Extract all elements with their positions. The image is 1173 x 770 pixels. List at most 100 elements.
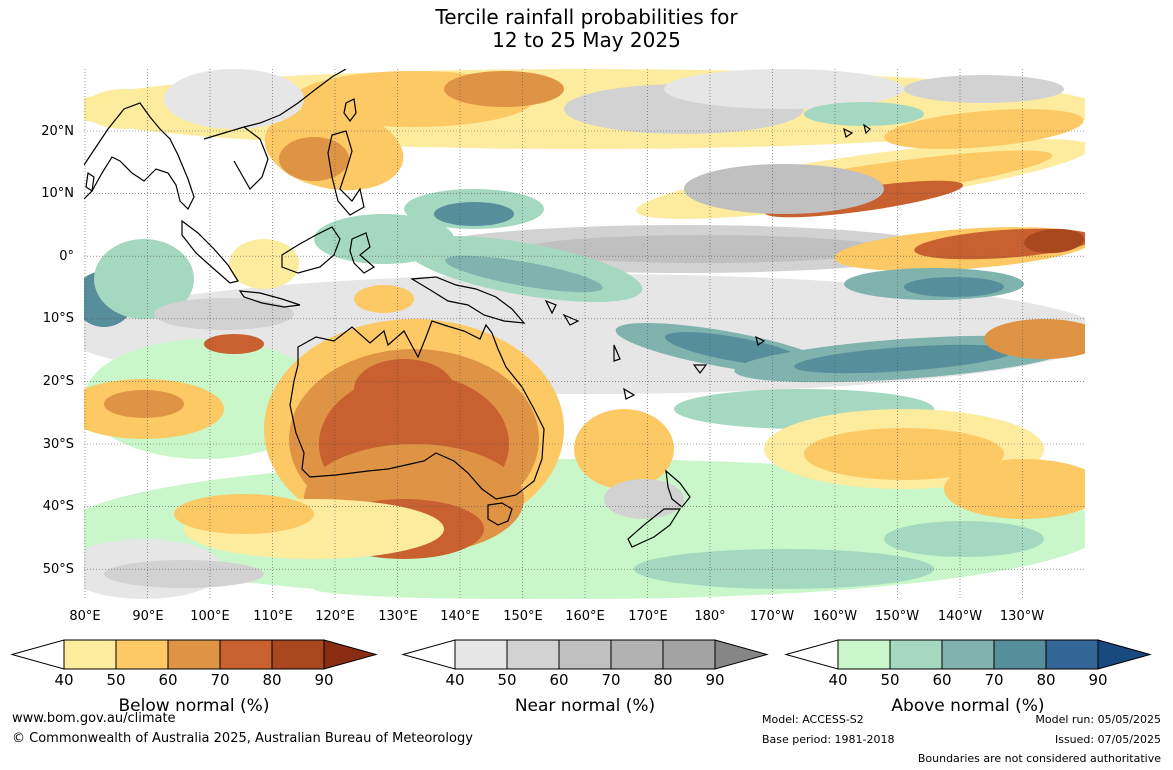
lon-label: 90°E xyxy=(132,609,164,624)
lat-label: 20°N xyxy=(41,124,74,139)
colorbar-low-triangle xyxy=(401,639,456,670)
near-normal-colorbar xyxy=(401,639,769,670)
colorbar-tick: 60 xyxy=(158,671,178,689)
colorbar-tick: 50 xyxy=(497,671,517,689)
colorbar-box xyxy=(837,639,891,670)
colorbar-tick: 80 xyxy=(653,671,673,689)
colorbar-low-triangle xyxy=(10,639,65,670)
colorbar-tick: 70 xyxy=(601,671,621,689)
lon-label: 170°E xyxy=(628,609,668,624)
colorbar-box xyxy=(167,639,221,670)
probability-contour xyxy=(314,214,454,264)
probability-contour xyxy=(164,69,304,129)
colorbar-low-triangle xyxy=(784,639,839,670)
website-link[interactable]: www.bom.gov.au/climate xyxy=(12,711,176,726)
lat-label: 30°S xyxy=(42,437,74,452)
colorbar-tick: 80 xyxy=(262,671,282,689)
probability-contour xyxy=(664,69,904,109)
base-period: Base period: 1981-2018 xyxy=(762,733,895,746)
colorbar-tick: 90 xyxy=(314,671,334,689)
colorbar-tick: 80 xyxy=(1036,671,1056,689)
colorbar-tick: 40 xyxy=(828,671,848,689)
lon-label: 130°W xyxy=(999,609,1045,624)
probability-contour xyxy=(904,277,1004,297)
probability-contour xyxy=(434,202,514,226)
lat-label: 20°S xyxy=(42,374,74,389)
below-normal-colorbar xyxy=(10,639,378,670)
probability-contour xyxy=(104,390,184,418)
colorbar-tick: 50 xyxy=(880,671,900,689)
lon-label: 110°E xyxy=(253,609,293,624)
probability-contour xyxy=(804,102,924,126)
colorbar-tick: 60 xyxy=(932,671,952,689)
issued-date: Issued: 07/05/2025 xyxy=(1054,733,1161,746)
boundaries-disclaimer: Boundaries are not considered authoritat… xyxy=(917,752,1161,765)
colorbar-tick: 90 xyxy=(1088,671,1108,689)
lon-label: 150°E xyxy=(503,609,543,624)
near-normal-label: Near normal (%) xyxy=(514,696,656,716)
lon-label: 120°E xyxy=(315,609,355,624)
colorbar-tick: 70 xyxy=(984,671,1004,689)
lat-label: 10°S xyxy=(42,311,74,326)
lon-label: 130°E xyxy=(378,609,418,624)
probability-contour xyxy=(354,359,454,419)
lat-label: 50°S xyxy=(42,562,74,577)
probability-contour xyxy=(154,298,294,330)
colorbar-box xyxy=(506,639,560,670)
lat-label: 40°S xyxy=(42,499,74,514)
probability-contour xyxy=(574,409,674,489)
colorbar-box xyxy=(889,639,943,670)
below-normal-label: Below normal (%) xyxy=(118,696,270,716)
colorbar-box xyxy=(115,639,169,670)
probability-contour xyxy=(314,579,714,599)
probability-contour xyxy=(229,239,299,289)
colorbar-high-triangle xyxy=(323,639,378,670)
probability-contour xyxy=(904,75,1064,103)
chart-title-line-1: Tercile rainfall probabilities for xyxy=(435,5,738,29)
colorbar-tick: 90 xyxy=(705,671,725,689)
chart-title-line-2: 12 to 25 May 2025 xyxy=(492,28,681,52)
lon-label: 140°W xyxy=(937,609,983,624)
colorbar-box xyxy=(271,639,325,670)
probability-contour xyxy=(1024,228,1084,254)
probability-contour xyxy=(445,255,603,293)
above-normal-label: Above normal (%) xyxy=(891,696,1045,716)
copyright-notice: © Commonwealth of Australia 2025, Austra… xyxy=(12,731,473,746)
probability-contour xyxy=(279,137,349,181)
colorbar-high-triangle xyxy=(714,639,769,670)
colorbar-tick: 40 xyxy=(445,671,465,689)
probability-contour xyxy=(684,164,884,214)
probability-contour xyxy=(94,239,194,319)
lon-label: 140°E xyxy=(440,609,480,624)
lon-label: 80°E xyxy=(69,609,101,624)
above-normal-colorbar xyxy=(784,639,1152,670)
colorbar-high-triangle xyxy=(1097,639,1152,670)
colorbar-box xyxy=(558,639,612,670)
colorbar-tick: 60 xyxy=(549,671,569,689)
lon-label: 180° xyxy=(694,609,726,624)
colorbar-box xyxy=(1045,639,1099,670)
lon-label: 170°W xyxy=(749,609,795,624)
rainfall-probability-map xyxy=(84,69,1085,600)
probability-contour xyxy=(104,560,264,588)
lon-label: 100°E xyxy=(190,609,230,624)
lat-label: 0° xyxy=(59,249,74,264)
colorbar-box xyxy=(941,639,995,670)
probability-contour xyxy=(174,494,314,534)
probability-contour xyxy=(794,344,1014,374)
colorbar-tick: 50 xyxy=(106,671,126,689)
colorbar-box xyxy=(219,639,273,670)
probability-contour xyxy=(884,109,1084,149)
model-run-date: Model run: 05/05/2025 xyxy=(1035,713,1161,726)
lat-label: 10°N xyxy=(41,186,74,201)
model-name: Model: ACCESS-S2 xyxy=(762,713,864,726)
lon-label: 160°E xyxy=(565,609,605,624)
probability-contour xyxy=(524,235,884,263)
lon-label: 150°W xyxy=(874,609,920,624)
colorbar-tick: 70 xyxy=(210,671,230,689)
colorbar-tick: 40 xyxy=(54,671,74,689)
colorbar-box xyxy=(610,639,664,670)
colorbar-box xyxy=(993,639,1047,670)
colorbar-box xyxy=(454,639,508,670)
probability-contour xyxy=(884,521,1044,557)
